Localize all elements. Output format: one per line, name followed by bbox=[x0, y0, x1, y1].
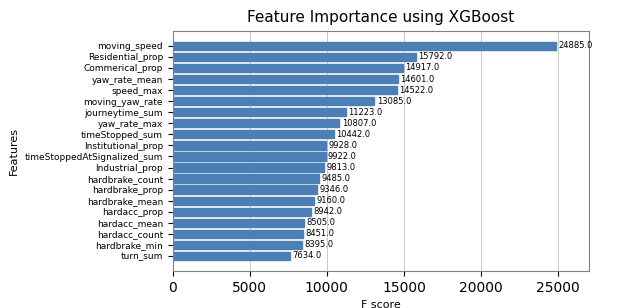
Bar bbox=[173, 241, 302, 249]
Text: 13085.0: 13085.0 bbox=[377, 97, 411, 106]
Text: 9928.0: 9928.0 bbox=[328, 141, 357, 150]
Text: 8942.0: 8942.0 bbox=[313, 207, 342, 216]
Bar bbox=[173, 185, 317, 194]
Text: 8395.0: 8395.0 bbox=[305, 241, 333, 249]
Bar bbox=[173, 42, 556, 50]
Bar bbox=[173, 197, 314, 205]
Title: Feature Importance using XGBoost: Feature Importance using XGBoost bbox=[247, 10, 515, 26]
Text: 14601.0: 14601.0 bbox=[400, 75, 435, 83]
Bar bbox=[173, 130, 333, 139]
X-axis label: F score: F score bbox=[361, 300, 401, 308]
Text: 14917.0: 14917.0 bbox=[405, 63, 439, 72]
Bar bbox=[173, 219, 304, 227]
Bar bbox=[173, 230, 303, 238]
Text: 7634.0: 7634.0 bbox=[292, 251, 322, 261]
Text: 15792.0: 15792.0 bbox=[419, 52, 452, 61]
Text: 9346.0: 9346.0 bbox=[319, 185, 348, 194]
Bar bbox=[173, 108, 346, 116]
Text: 9485.0: 9485.0 bbox=[321, 174, 350, 183]
Bar bbox=[173, 174, 319, 183]
Bar bbox=[173, 152, 326, 160]
Bar bbox=[173, 141, 326, 150]
Text: 9813.0: 9813.0 bbox=[326, 163, 355, 172]
Text: 24885.0: 24885.0 bbox=[559, 41, 593, 51]
Text: 10807.0: 10807.0 bbox=[342, 119, 376, 128]
Bar bbox=[173, 86, 397, 94]
Text: 11223.0: 11223.0 bbox=[348, 108, 382, 117]
Bar bbox=[173, 97, 374, 105]
Bar bbox=[173, 53, 416, 61]
Bar bbox=[173, 75, 398, 83]
Text: 9922.0: 9922.0 bbox=[328, 152, 357, 161]
Y-axis label: Features: Features bbox=[9, 127, 19, 175]
Bar bbox=[173, 208, 310, 216]
Text: 14522.0: 14522.0 bbox=[399, 86, 433, 95]
Bar bbox=[173, 252, 291, 260]
Text: 9160.0: 9160.0 bbox=[316, 196, 345, 205]
Text: 8451.0: 8451.0 bbox=[305, 229, 334, 238]
Bar bbox=[173, 163, 324, 172]
Bar bbox=[173, 119, 339, 128]
Text: 10442.0: 10442.0 bbox=[336, 130, 370, 139]
Bar bbox=[173, 64, 403, 72]
Text: 8505.0: 8505.0 bbox=[306, 218, 335, 227]
